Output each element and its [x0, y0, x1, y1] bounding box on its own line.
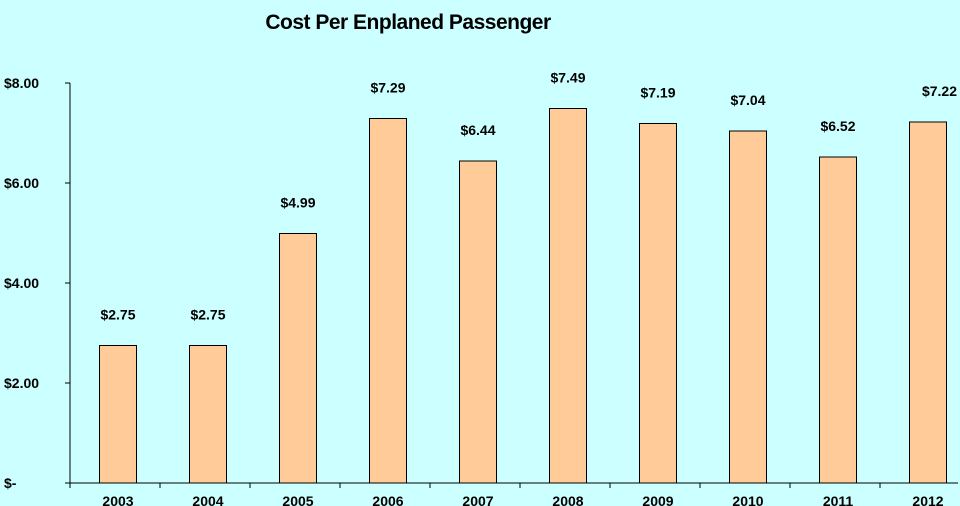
bar-2004 [189, 345, 227, 484]
chart-title: Cost Per Enplaned Passenger [265, 11, 551, 34]
data-label-2010: $7.04 [730, 92, 765, 108]
bar-2005 [279, 233, 317, 484]
data-label-2003: $2.75 [100, 307, 135, 323]
x-tick-label-2008: 2008 [552, 493, 583, 506]
bar-2006 [369, 118, 407, 484]
bar-2007 [459, 160, 497, 484]
x-tick-label-2006: 2006 [372, 493, 403, 506]
x-tick-label-2009: 2009 [642, 493, 673, 506]
x-tick-label-2012: 2012 [912, 493, 943, 506]
y-tick-label: $- [4, 475, 17, 491]
x-tick-label-2010: 2010 [732, 493, 763, 506]
data-label-2008: $7.49 [550, 70, 585, 86]
x-tick-label-2003: 2003 [102, 493, 133, 506]
bar-2010 [729, 130, 767, 484]
axis-layer: $- $2.00 $4.00 $6.00 $8.00 2003 2004 2005 2006 20… [4, 75, 958, 506]
data-label-2005: $4.99 [280, 195, 315, 211]
x-tick-label-2007: 2007 [462, 493, 493, 506]
x-tick-label-2004: 2004 [192, 493, 223, 506]
bar-2009 [639, 123, 677, 484]
bar-2012 [909, 121, 947, 484]
bars-layer: $2.75 $2.75 $4.99 $7.29 $6.44 $7.49 $7.19 $7.04… [99, 70, 957, 484]
bar-2003 [99, 345, 137, 484]
data-label-2006: $7.29 [370, 80, 405, 96]
y-tick-label: $4.00 [4, 275, 39, 291]
y-tick-label: $2.00 [4, 375, 39, 391]
data-label-2011: $6.52 [820, 118, 855, 134]
data-label-2009: $7.19 [640, 85, 675, 101]
y-tick-label: $8.00 [4, 75, 39, 91]
data-label-2007: $6.44 [460, 122, 495, 138]
bar-2008 [549, 108, 587, 484]
x-tick-label-2005: 2005 [282, 493, 313, 506]
data-label-2012: $7.22 [922, 83, 957, 99]
y-tick-label: $6.00 [4, 175, 39, 191]
x-tick-label-2011: 2011 [823, 493, 854, 506]
bar-2011 [819, 156, 857, 484]
data-label-2004: $2.75 [190, 307, 225, 323]
